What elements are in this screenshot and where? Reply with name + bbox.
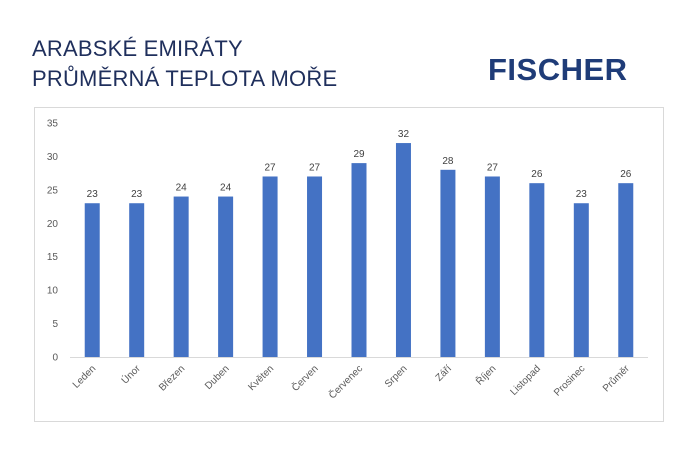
bar [529,183,545,357]
y-tick-label: 30 [47,152,59,163]
data-label: 27 [309,162,321,173]
x-tick-label: Duben [203,363,232,392]
data-label: 27 [265,162,277,173]
y-tick-label: 5 [52,319,58,330]
bar [351,163,367,357]
x-tick-label: Září [434,363,455,384]
data-label: 24 [176,183,188,194]
data-label: 32 [398,129,410,140]
x-tick-label: Prosinec [552,363,587,398]
data-label: 23 [87,189,99,200]
data-label: 26 [620,169,632,180]
data-label: 29 [353,149,365,160]
x-tick-label: Leden [71,363,98,390]
x-tick-label: Březen [157,363,187,393]
fischer-logo: FISCHER [488,52,628,87]
bar [129,203,145,357]
bar [440,169,456,357]
x-tick-label: Říjen [473,362,499,388]
chart-title: ARABSKÉ EMIRÁTY PRŮMĚRNÁ TEPLOTA MOŘE [32,34,337,94]
bar [173,196,189,357]
bar [84,203,100,357]
y-tick-label: 20 [47,219,59,230]
y-tick-label: 0 [52,353,58,364]
title-line-2: PRŮMĚRNÁ TEPLOTA MOŘE [32,66,338,91]
bar [573,203,589,357]
data-label: 23 [131,189,143,200]
data-label: 27 [487,162,499,173]
x-tick-label: Únor [118,361,143,386]
x-tick-label: Červen [289,362,321,394]
x-tick-label: Červenec [326,362,365,401]
chart-area-border [34,107,664,422]
data-label: 26 [531,169,543,180]
data-label: 28 [442,156,454,167]
y-tick-label: 15 [47,252,59,263]
y-tick-label: 25 [47,185,59,196]
bar [307,176,323,357]
x-tick-label: Srpen [383,363,410,390]
y-tick-label: 10 [47,286,59,297]
bar [618,183,634,357]
data-label: 24 [220,183,232,194]
x-tick-label: Průměr [600,362,632,394]
x-tick-label: Listopad [508,363,543,398]
x-tick-label: Květen [246,363,276,393]
bar [484,176,500,357]
bar [262,176,278,357]
data-label: 23 [576,189,588,200]
y-tick-label: 35 [47,119,59,130]
bar [395,143,411,357]
title-line-1: ARABSKÉ EMIRÁTY [32,36,243,61]
bar [218,196,234,357]
